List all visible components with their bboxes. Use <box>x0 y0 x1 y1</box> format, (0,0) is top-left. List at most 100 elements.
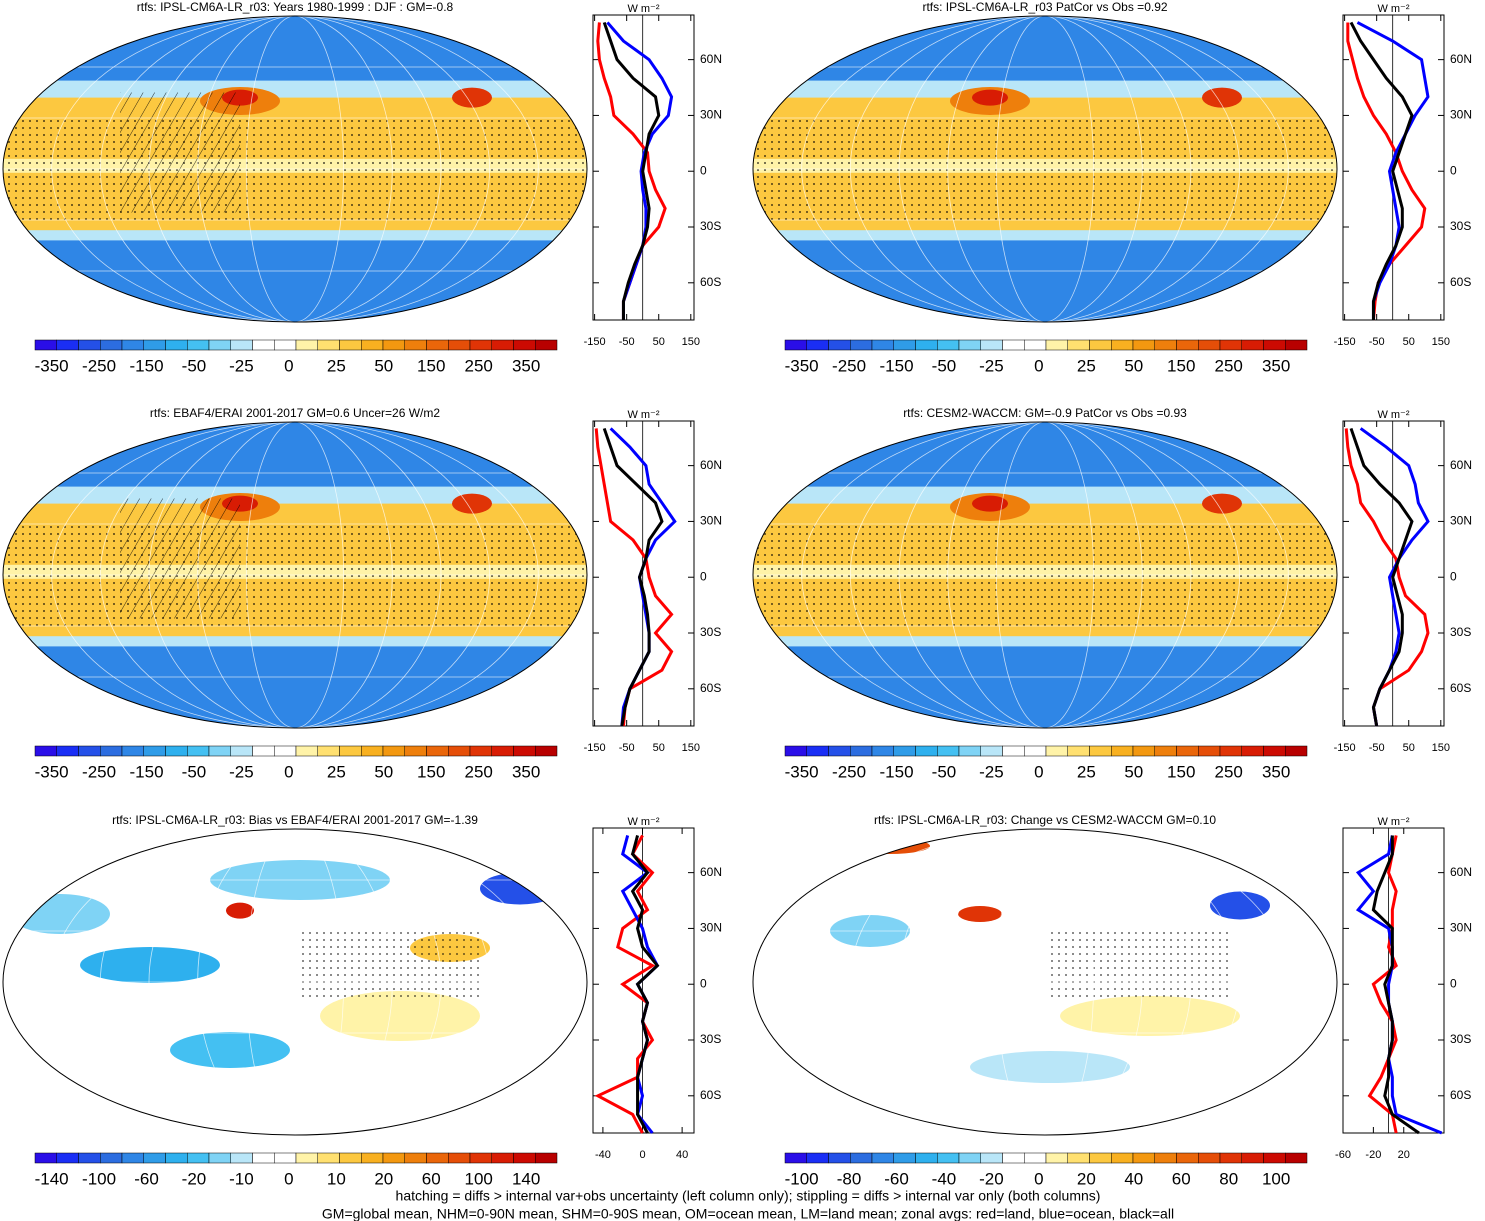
colorbar-box <box>252 745 275 757</box>
y-tick-label: 60S <box>700 275 721 289</box>
colorbar-label: 25 <box>327 356 346 375</box>
colorbar-box <box>100 339 123 351</box>
colorbar-label: 0 <box>284 356 293 375</box>
zonal-line <box>606 21 674 320</box>
zonal-frame <box>592 14 695 321</box>
colorbar-box <box>1045 745 1068 757</box>
colorbar-box <box>1285 339 1308 351</box>
colorbar-box <box>1132 1152 1155 1164</box>
panel-title: rtfs: IPSL-CM6A-LR_r03: Change vs CESM2-… <box>874 813 1216 827</box>
colorbar-box <box>937 1152 960 1164</box>
colorbar-box <box>469 745 492 757</box>
colorbar-box <box>165 1152 188 1164</box>
colorbar-label: -20 <box>979 1169 1004 1188</box>
colorbar-box <box>230 1152 253 1164</box>
colorbar-label: -60 <box>884 1169 909 1188</box>
colorbar-label: 100 <box>465 1169 493 1188</box>
colorbar-label: -250 <box>82 762 116 781</box>
colorbar-label: -80 <box>837 1169 862 1188</box>
colorbar-box <box>404 1152 427 1164</box>
colorbar-box <box>1002 745 1025 757</box>
y-tick-label: 0 <box>1450 163 1457 177</box>
colorbar-box <box>958 339 981 351</box>
colorbar-box <box>426 1152 449 1164</box>
map <box>753 422 1337 728</box>
colorbar-label: -25 <box>229 762 254 781</box>
colorbar-box <box>121 1152 144 1164</box>
colorbar-label: 250 <box>1215 356 1243 375</box>
colorbar-box <box>1089 745 1112 757</box>
colorbar-label: 0 <box>1034 762 1043 781</box>
colorbar-box <box>1024 1152 1047 1164</box>
panel-title: rtfs: IPSL-CM6A-LR_r03: Bias vs EBAF4/ER… <box>112 813 478 827</box>
map-blob <box>972 89 1008 106</box>
x-tick-label: -20 <box>1365 1149 1381 1161</box>
y-tick-label: 60N <box>1450 458 1472 472</box>
colorbar-box <box>187 339 210 351</box>
zonal-line <box>594 834 656 1134</box>
colorbar-label: -100 <box>82 1169 116 1188</box>
y-tick-label: 60S <box>1450 275 1471 289</box>
colorbar-label: -250 <box>832 762 866 781</box>
colorbar-box <box>535 745 558 757</box>
panel-title: rtfs: EBAF4/ERAI 2001-2017 GM=0.6 Uncer=… <box>150 406 440 420</box>
colorbar-box <box>513 1152 536 1164</box>
map-blob <box>1210 891 1270 920</box>
y-tick-label: 60S <box>1450 1088 1471 1102</box>
colorbar-box <box>274 745 297 757</box>
y-tick-label: 30N <box>700 108 722 122</box>
colorbar-label: 80 <box>1219 1169 1238 1188</box>
map-blob <box>480 872 560 905</box>
colorbar-label: 50 <box>1124 762 1143 781</box>
colorbar-box <box>1285 745 1308 757</box>
zonal-line <box>1349 427 1414 727</box>
colorbar-box <box>1045 1152 1068 1164</box>
y-tick-label: 30N <box>1450 921 1472 935</box>
colorbar-box <box>1002 339 1025 351</box>
y-tick-label: 60S <box>1450 681 1471 695</box>
colorbar-label: -40 <box>932 1169 957 1188</box>
colorbar-box <box>1111 339 1134 351</box>
x-tick-label: -150 <box>584 742 606 754</box>
colorbar-label: -150 <box>130 762 164 781</box>
colorbar-box <box>121 745 144 757</box>
colorbar-box <box>382 1152 405 1164</box>
colorbar-box <box>1263 339 1286 351</box>
colorbar-box <box>806 339 829 351</box>
colorbar-label: 25 <box>327 762 346 781</box>
colorbar-box <box>295 339 318 351</box>
map-blob <box>972 495 1008 512</box>
y-tick-label: 60N <box>1450 52 1472 66</box>
colorbar-box <box>513 339 536 351</box>
y-tick-label: 0 <box>700 976 707 990</box>
colorbar-box <box>937 745 960 757</box>
map-blob <box>452 87 492 108</box>
colorbar-box <box>871 339 894 351</box>
zonal-frame <box>1342 827 1445 1134</box>
colorbar-box <box>1132 339 1155 351</box>
hatching <box>120 92 240 213</box>
colorbar-box <box>1176 339 1199 351</box>
colorbar-box <box>274 1152 297 1164</box>
x-tick-label: -150 <box>584 336 606 348</box>
colorbar-box <box>448 339 471 351</box>
y-tick-label: 30N <box>700 921 722 935</box>
x-tick-label: 50 <box>653 742 665 754</box>
colorbar-box <box>1198 1152 1221 1164</box>
y-tick-label: 0 <box>1450 569 1457 583</box>
x-tick-label: -60 <box>1335 1149 1351 1161</box>
y-tick-label: 30S <box>700 219 721 233</box>
zonal-line <box>602 427 664 727</box>
colorbar-label: 0 <box>1034 356 1043 375</box>
colorbar-box <box>121 339 144 351</box>
colorbar-label: 150 <box>1167 762 1195 781</box>
x-tick-label: 50 <box>1403 742 1415 754</box>
colorbar-label: -350 <box>35 762 69 781</box>
map-outline <box>752 421 1338 729</box>
colorbar-box <box>893 1152 916 1164</box>
map-blob <box>1202 87 1242 108</box>
colorbar-box <box>535 339 558 351</box>
y-tick-label: 30S <box>1450 1032 1471 1046</box>
y-tick-label: 30N <box>700 514 722 528</box>
y-tick-label: 0 <box>700 569 707 583</box>
